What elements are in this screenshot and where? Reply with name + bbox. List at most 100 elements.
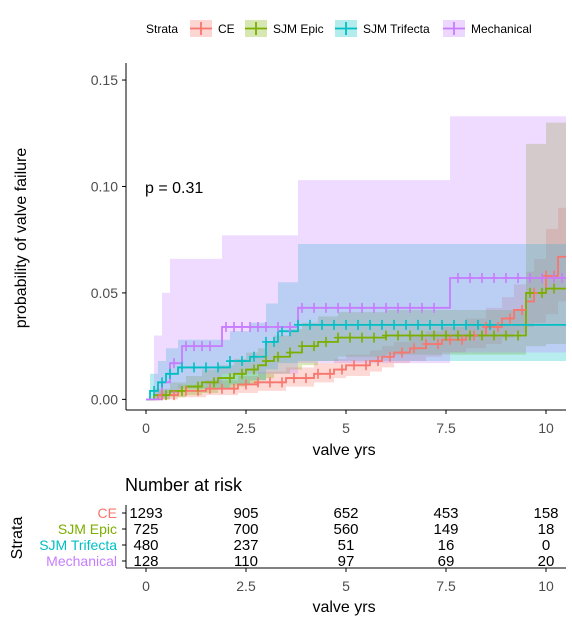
censor-mark-sjm-epic-4	[226, 373, 234, 384]
censor-mark-mechanical-9	[254, 321, 262, 332]
risk-x-tick-label-1: 2.5	[236, 578, 256, 594]
censor-mark-mechanical-0	[170, 358, 178, 369]
risk-cell-sjm-epic-2: 560	[333, 521, 358, 538]
censor-mark-sjm-epic-9	[286, 347, 294, 358]
censor-mark-sjm-epic-30	[538, 287, 546, 298]
censor-mark-sjm-epic-13	[334, 332, 342, 343]
confidence-bands	[146, 116, 566, 400]
risk-table-title: Number at risk	[125, 475, 243, 495]
censor-mark-mechanical-32	[538, 273, 546, 284]
legend-key-mark-ce	[190, 22, 212, 35]
censor-mark-mechanical-18	[358, 302, 366, 313]
censor-mark-sjm-epic-26	[490, 330, 498, 341]
censor-mark-mechanical-8	[246, 321, 254, 332]
censor-mark-sjm-epic-15	[358, 332, 366, 343]
censor-mark-sjm-trifecta-15	[306, 319, 314, 330]
y-tick-label-3: 0.15	[91, 72, 118, 88]
censor-mark-mechanical-12	[286, 321, 294, 332]
censor-mark-sjm-trifecta-16	[318, 319, 326, 330]
censor-mark-mechanical-29	[502, 273, 510, 284]
risk-cell-ce-4: 158	[533, 505, 558, 522]
censor-mark-sjm-epic-20	[418, 330, 426, 341]
censor-mark-ce-18	[374, 356, 382, 367]
censor-mark-sjm-trifecta-26	[438, 319, 446, 330]
risk-x-tick-label-0: 0	[142, 578, 150, 594]
risk-cell-ce-3: 453	[433, 505, 458, 522]
censor-mark-mechanical-28	[490, 273, 498, 284]
censor-mark-mechanical-11	[274, 321, 282, 332]
risk-row-label-mechanical: Mechanical	[46, 553, 117, 569]
censor-mark-sjm-epic-11	[310, 341, 318, 352]
risk-cell-mechanical-1: 110	[234, 553, 258, 570]
risk-cell-sjm-epic-1: 700	[233, 521, 258, 538]
censor-mark-ce-20	[398, 347, 406, 358]
censor-mark-mechanical-34	[558, 273, 566, 284]
legend-key-mark-sjm-trifecta	[335, 22, 357, 35]
censor-mark-mechanical-26	[466, 273, 474, 284]
censor-mark-ce-17	[362, 360, 370, 371]
censor-mark-sjm-trifecta-29	[474, 319, 482, 330]
risk-cell-sjm-epic-0: 725	[133, 521, 158, 538]
legend-label-ce: CE	[218, 22, 235, 36]
risk-table-x-axis-label: valve yrs	[312, 599, 375, 616]
main-plot: p = 0.31 0.00 0.05 0.10 0.15 0 2.5 5 7.5 10 val…	[13, 63, 566, 459]
censor-mark-sjm-trifecta-21	[378, 319, 386, 330]
censor-mark-sjm-trifecta-19	[354, 319, 362, 330]
risk-cell-sjm-epic-4: 18	[538, 521, 555, 538]
censor-mark-mechanical-21	[394, 302, 402, 313]
censor-mark-sjm-epic-21	[430, 330, 438, 341]
risk-row-label-ce: CE	[98, 505, 117, 521]
censor-mark-mechanical-5	[222, 321, 230, 332]
y-axis-label: probability of valve failure	[13, 148, 30, 329]
censor-mark-sjm-trifecta-3	[178, 362, 186, 373]
censor-mark-sjm-epic-25	[478, 330, 486, 341]
censor-mark-mechanical-3	[198, 341, 206, 352]
censor-mark-sjm-trifecta-9	[250, 351, 258, 362]
risk-cell-mechanical-0: 128	[133, 553, 158, 570]
ci-band-sjm-epic	[146, 122, 566, 400]
censor-mark-sjm-epic-8	[274, 351, 282, 362]
censor-mark-ce-27	[482, 321, 490, 332]
censor-mark-ce-9	[266, 377, 274, 388]
censor-mark-sjm-epic-0	[162, 390, 170, 401]
censor-mark-sjm-epic-27	[502, 330, 510, 341]
censor-mark-ce-8	[254, 377, 262, 388]
risk-cell-mechanical-4: 20	[538, 553, 555, 570]
risk-cell-sjm-trifecta-1: 237	[233, 537, 258, 554]
censor-mark-sjm-trifecta-20	[366, 319, 374, 330]
censor-mark-ce-6	[230, 383, 238, 394]
censor-mark-sjm-trifecta-7	[226, 356, 234, 367]
censor-mark-mechanical-2	[190, 341, 198, 352]
censor-mark-sjm-epic-28	[514, 330, 522, 341]
risk-table-rows: CE 1293 905 652 453 158 SJM Epic 725 700 560 149 18…	[39, 505, 558, 570]
censor-mark-sjm-epic-3	[210, 377, 218, 388]
censor-mark-mechanical-10	[262, 321, 270, 332]
censor-mark-ce-21	[410, 343, 418, 354]
risk-cell-sjm-trifecta-3: 16	[438, 537, 455, 554]
censor-mark-sjm-trifecta-1	[158, 377, 166, 388]
risk-table-strata-label: Strata	[9, 517, 26, 560]
censor-mark-sjm-trifecta-10	[262, 336, 270, 347]
censor-mark-sjm-epic-16	[370, 332, 378, 343]
y-tick-label-1: 0.05	[91, 285, 118, 301]
x-axis-ticks: 0 2.5 5 7.5 10	[142, 410, 554, 436]
censor-mark-sjm-trifecta-2	[166, 368, 174, 379]
censor-mark-sjm-trifecta-12	[278, 326, 286, 337]
ci-band-ce	[146, 207, 566, 400]
censor-mark-mechanical-6	[230, 321, 238, 332]
censor-mark-ce-7	[242, 379, 250, 390]
censor-mark-mechanical-33	[550, 273, 558, 284]
risk-cell-sjm-trifecta-0: 480	[133, 537, 158, 554]
censor-mark-mechanical-20	[382, 302, 390, 313]
censor-mark-sjm-trifecta-18	[342, 319, 350, 330]
censor-mark-ce-10	[278, 377, 286, 388]
censor-mark-mechanical-13	[298, 302, 306, 313]
censor-mark-sjm-trifecta-11	[270, 336, 278, 347]
censor-mark-sjm-trifecta-28	[462, 319, 470, 330]
censor-mark-ce-19	[386, 351, 394, 362]
censor-mark-ce-25	[458, 334, 466, 345]
censor-mark-sjm-trifecta-0	[150, 385, 158, 396]
censor-mark-sjm-epic-31	[550, 283, 558, 294]
risk-x-tick-label-2: 5	[342, 578, 350, 594]
